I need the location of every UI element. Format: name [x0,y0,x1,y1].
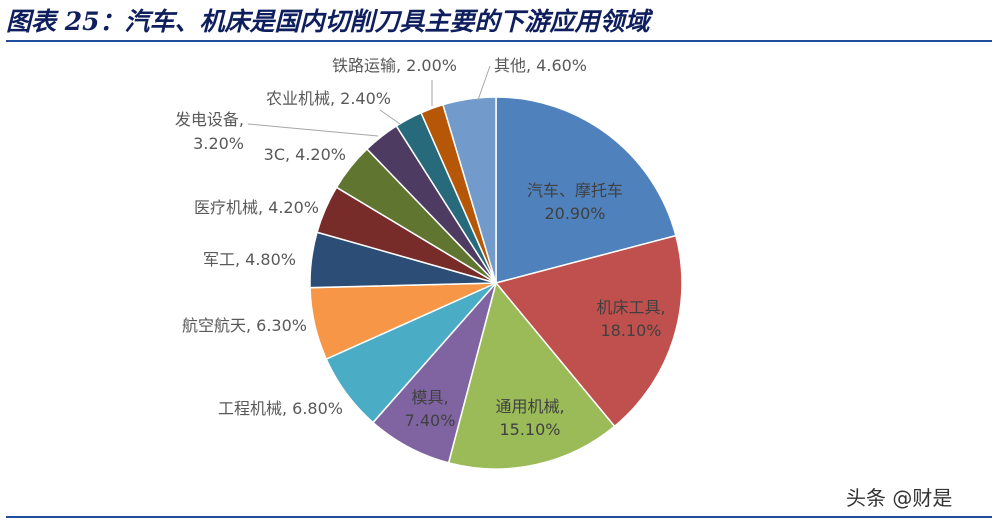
watermark-text: 头条 @财是 [846,486,953,510]
slice-label: 农业机械, 2.40% [266,89,391,108]
footer-divider [6,516,992,518]
slice-label: 铁路运输, 2.00% [332,56,457,75]
pie-slice [447,281,616,470]
slice-label: 发电设备, 3.20% [175,110,244,153]
slice-label: 机床工具, 18.10% [596,298,665,340]
slice-label: 模具, 7.40% [405,388,456,430]
slice-label: 3C, 4.20% [264,145,346,164]
slice-label: 军工, 4.80% [203,250,296,269]
pie-slice [495,96,677,284]
title-divider [6,40,992,42]
slice-label: 汽车、摩托车 20.90% [527,181,623,223]
slice-label: 工程机械, 6.80% [218,399,343,418]
slice-label: 其他, 4.60% [494,56,587,75]
pie-slice [442,96,497,284]
leader-line [477,65,491,101]
leader-line [379,109,401,125]
slice-label: 医疗机械, 4.20% [194,198,319,217]
chart-title: 图表 25：汽车、机床是国内切削刀具主要的下游应用领域 [6,7,650,36]
slice-label: 航空航天, 6.30% [182,316,307,335]
pie-slice [494,234,683,428]
leader-line [247,123,379,137]
slice-label: 通用机械, 15.10% [495,397,564,439]
